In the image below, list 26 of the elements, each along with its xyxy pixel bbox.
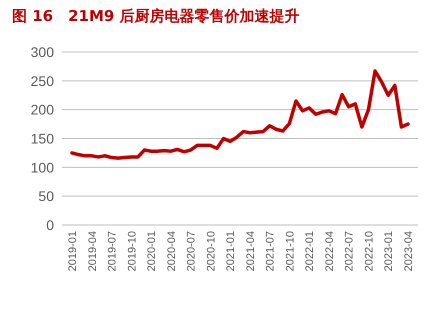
y-tick-label: 300 [30, 44, 54, 60]
y-tick-label: 100 [30, 159, 54, 176]
x-tick-label: 2022-07 [344, 231, 356, 272]
y-tick-label: 150 [30, 130, 54, 146]
x-tick-label: 2023-01 [383, 231, 396, 272]
x-tick-label: 2021-04 [244, 231, 257, 272]
chart-title: 图 16 21M9 后厨房电器零售价加速提升 [12, 7, 300, 25]
x-tick-label: 2023-04 [403, 231, 415, 272]
x-tick-label: 2021-07 [264, 231, 277, 272]
x-tick-label: 2020-04 [166, 231, 178, 272]
x-tick-label: 2019-01 [67, 231, 79, 272]
x-tick-label: 2020-10 [205, 231, 218, 272]
x-tick-label: 2019-07 [106, 231, 119, 272]
x-tick-label: 2022-04 [324, 231, 336, 272]
x-tick-label: 2020-07 [186, 231, 198, 272]
y-tick-label: 200 [30, 102, 54, 118]
x-tick-label: 2019-04 [86, 231, 99, 272]
x-tick-label: 2019-10 [126, 231, 138, 272]
x-tick-label: 2021-10 [284, 231, 296, 272]
x-tick-label: 2022-01 [304, 231, 316, 272]
x-tick-label: 2021-01 [225, 231, 238, 272]
x-tick-label: 2022-10 [363, 231, 376, 272]
x-tick-label: 2020-01 [146, 231, 158, 272]
y-tick-label: 0 [46, 217, 54, 233]
y-tick-label: 50 [38, 188, 54, 204]
y-tick-label: 250 [30, 72, 54, 89]
